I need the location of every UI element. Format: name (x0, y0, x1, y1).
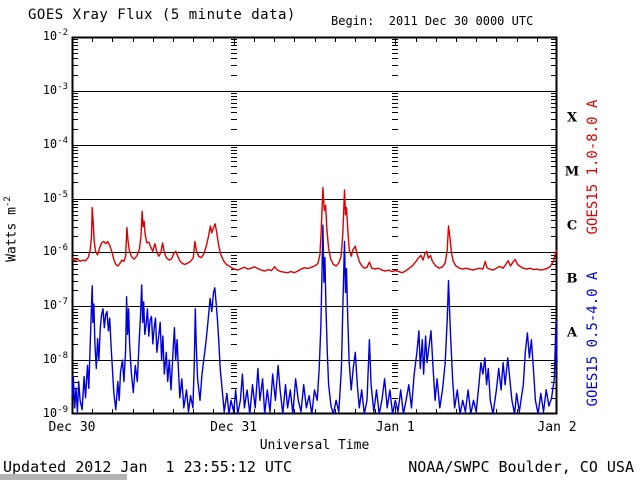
source-attribution: NOAA/SWPC Boulder, CO USA (408, 458, 634, 476)
begin-time-label: Begin: 2011 Dec 30 0000 UTC (331, 14, 534, 28)
flare-class-letter-b: B (566, 271, 578, 287)
plot-border (71, 36, 558, 415)
chart-title: GOES Xray Flux (5 minute data) (28, 7, 296, 23)
y-tick-label: 10-9 (42, 405, 68, 420)
x-tick-label: Dec 31 (210, 420, 258, 435)
y-tick-label: 10-6 (42, 243, 68, 259)
series-label-short-channel: GOES15 0.5-4.0 A (585, 271, 601, 407)
updated-timestamp: Updated 2012 Jan 1 23:55:12 UTC (3, 458, 292, 476)
y-tick-label: 10-5 (42, 189, 68, 205)
y-tick-label: 10-8 (42, 351, 68, 367)
series-line-short-channel (71, 224, 558, 415)
x-tick-label: Jan 2 (537, 420, 577, 435)
series-line-long-channel (71, 186, 558, 274)
y-tick-label: 10-3 (42, 81, 68, 97)
y-tick-label: 10-4 (42, 135, 68, 151)
flare-class-letter-m: M (564, 164, 580, 180)
footer-gray-bar (0, 474, 127, 480)
y-axis-title-exponent: -2 (3, 196, 13, 208)
x-axis-title: Universal Time (259, 438, 370, 453)
flare-class-letter-x: X (566, 110, 578, 126)
y-axis-title-base: Watts m (4, 207, 20, 262)
x-tick-label: Dec 30 (48, 420, 96, 435)
x-tick-label: Jan 1 (375, 420, 415, 435)
flare-class-letter-a: A (566, 325, 578, 341)
flare-class-letter-c: C (566, 218, 578, 233)
y-tick-label: 10-2 (42, 28, 68, 43)
y-tick-label: 10-7 (42, 297, 68, 313)
y-axis-title: Watts m-2 (3, 169, 19, 289)
